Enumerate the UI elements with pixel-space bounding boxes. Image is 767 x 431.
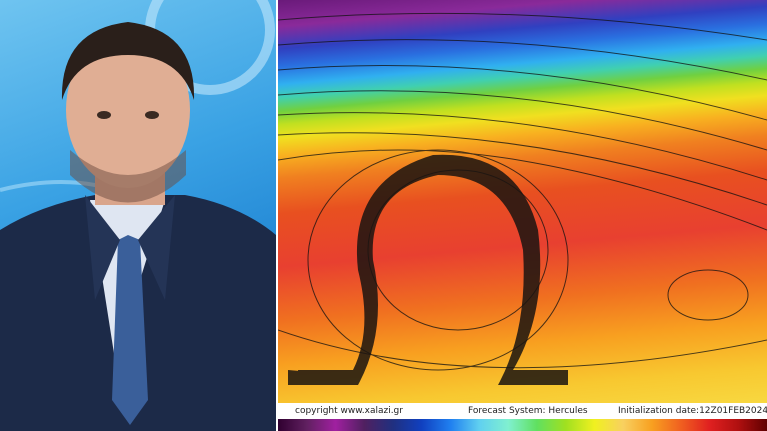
initialization-date: Initialization date:12Z01FEB2024 — [618, 406, 767, 416]
pressure-map — [278, 0, 767, 403]
copyright-text: copyright www.xalazi.gr — [295, 406, 403, 416]
weather-map-panel: copyright www.xalazi.gr Forecast System:… — [278, 0, 767, 431]
presenter-panel — [0, 0, 276, 431]
isobar-overlay — [278, 12, 767, 385]
forecast-system-text: Forecast System: Hercules — [468, 406, 588, 416]
color-scale-bar — [278, 419, 767, 431]
presenter-photo — [0, 0, 276, 431]
omega-symbol — [288, 154, 568, 385]
map-footer: copyright www.xalazi.gr Forecast System:… — [278, 403, 767, 419]
